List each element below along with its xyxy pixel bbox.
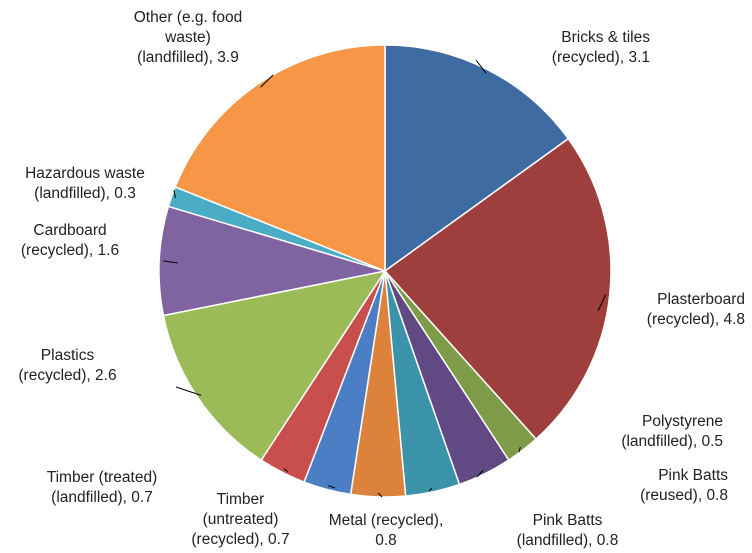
data-label-line: Polystyrene xyxy=(642,413,723,430)
data-label-line: Other (e.g. food xyxy=(133,9,243,26)
data-label-line: (landfilled), 0.5 xyxy=(621,433,723,450)
leader-line xyxy=(260,74,274,88)
leader-line xyxy=(428,487,433,492)
data-label-line: (reused), 0.8 xyxy=(640,487,728,504)
leader-line xyxy=(175,386,202,396)
pie-slice xyxy=(162,269,387,462)
pie-slice xyxy=(174,44,386,273)
data-label: Bricks & tiles (recycled), 3.1 xyxy=(520,28,650,68)
data-label-line: Plasterboard xyxy=(657,291,745,308)
data-label: Hazardous waste (landfilled), 0.3 xyxy=(15,164,155,204)
data-label-line: Plastics xyxy=(40,347,95,364)
data-label-line: (untreated) xyxy=(202,511,279,528)
data-label-line: Timber xyxy=(216,491,265,508)
data-label-line: (recycled), 3.1 xyxy=(551,49,650,66)
pie-slice xyxy=(384,44,570,273)
data-label: Plasterboard (recycled), 4.8 xyxy=(625,290,745,330)
leader-line xyxy=(327,485,336,489)
data-label-line: waste) xyxy=(165,29,211,46)
data-label-line: Hazardous waste xyxy=(25,165,145,182)
leader-line xyxy=(173,189,176,198)
data-label: Pink Batts (reused), 0.8 xyxy=(608,466,728,506)
data-label-line: (recycled), 1.6 xyxy=(20,242,120,259)
leader-line xyxy=(597,294,607,312)
data-label-line: (landfilled), 0.7 xyxy=(51,489,153,506)
leader-line xyxy=(518,446,521,453)
leader-line xyxy=(476,469,484,478)
data-label-line: Metal (recycled), xyxy=(328,512,444,529)
leader-line xyxy=(283,468,289,473)
data-label-line: (recycled), 0.7 xyxy=(191,531,290,548)
data-label-line: (landfilled), 0.3 xyxy=(34,185,136,202)
data-label-line: Bricks & tiles xyxy=(561,29,650,46)
data-label: Pink Batts (landfilled), 0.8 xyxy=(510,511,625,551)
data-label: Polystyrene (landfilled), 0.5 xyxy=(588,412,723,452)
data-label-line: Pink Batts xyxy=(532,512,603,529)
data-label-line: Timber (treated) xyxy=(46,469,158,486)
data-label: Timber (untreated) (recycled), 0.7 xyxy=(183,490,298,550)
data-label-line: Pink Batts xyxy=(658,467,728,484)
pie-slice xyxy=(158,205,386,317)
data-label-line: (landfilled), 3.9 xyxy=(137,49,239,66)
data-label: Plastics (recycled), 2.6 xyxy=(15,346,120,386)
pie-slice xyxy=(383,137,612,441)
data-label-line: Cardboard xyxy=(33,222,107,239)
data-label: Metal (recycled), 0.8 xyxy=(321,511,451,551)
leader-line xyxy=(377,492,383,498)
data-label-line: 0.8 xyxy=(375,532,397,549)
data-label: Cardboard (recycled), 1.6 xyxy=(10,221,130,261)
leader-line xyxy=(163,260,179,264)
data-label: Timber (treated) (landfilled), 0.7 xyxy=(32,468,172,508)
leader-line xyxy=(475,59,487,74)
data-label: Other (e.g. food waste) (landfilled), 3.9 xyxy=(118,8,258,68)
data-label-line: (recycled), 2.6 xyxy=(18,367,117,384)
data-label-line: (landfilled), 0.8 xyxy=(516,532,619,549)
data-label-line: (recycled), 4.8 xyxy=(646,311,745,328)
